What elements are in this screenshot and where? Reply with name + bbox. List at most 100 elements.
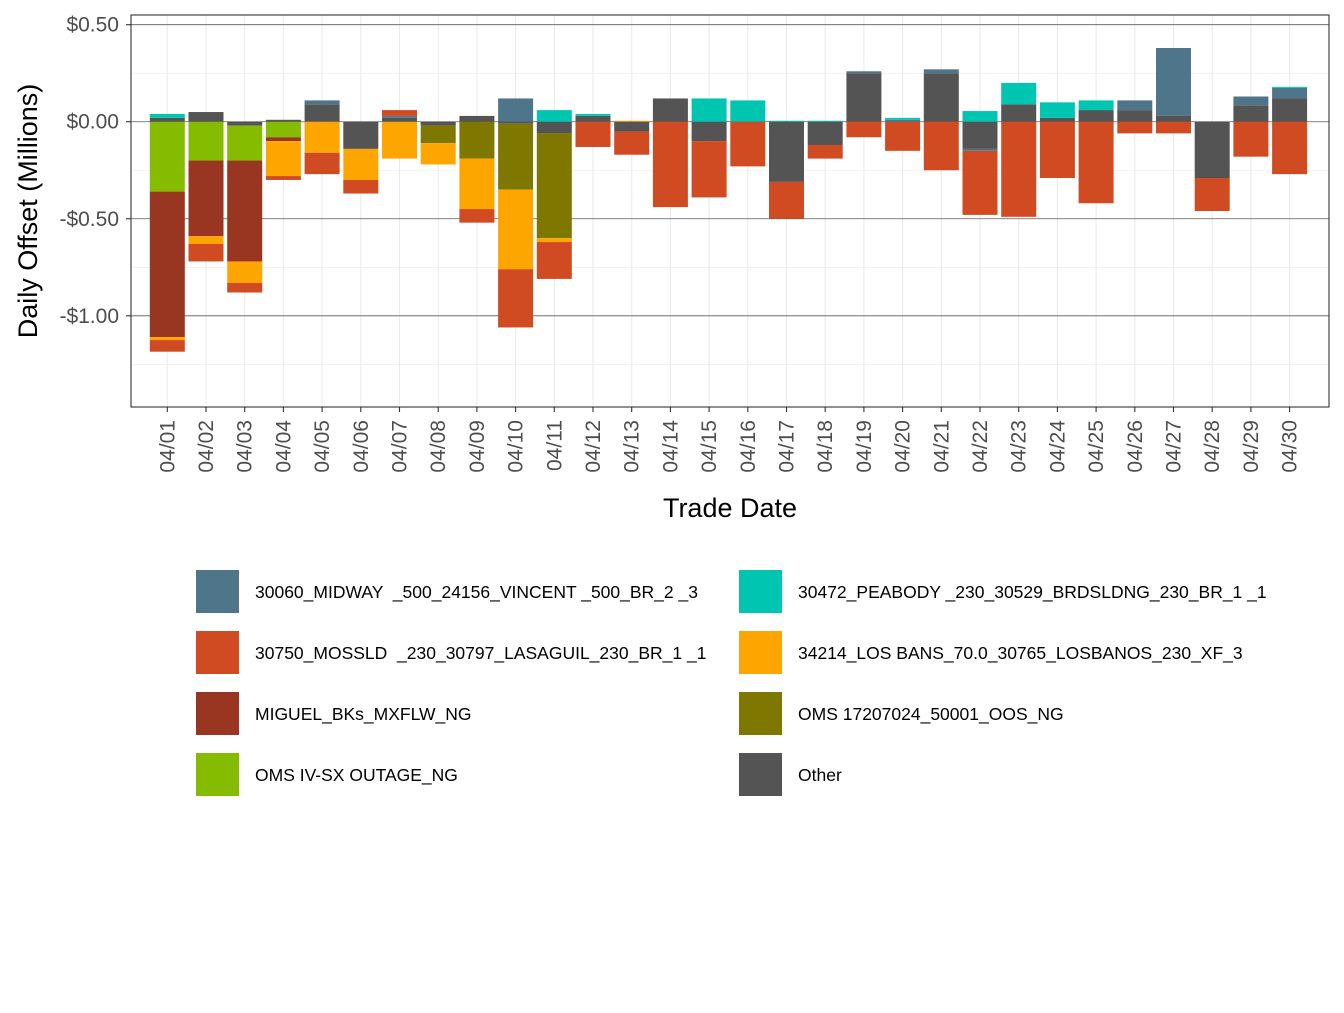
bar-segment-04-25-other[interactable]	[1078, 110, 1114, 122]
bar-segment-04-05-30750-mossld-230-30797-lasaguil-230-br-1-1[interactable]	[304, 152, 340, 175]
bar-segment-04-22-30060-midway-500-24156-vincent-500-br-2-3[interactable]	[962, 148, 998, 151]
bar-segment-04-18-other[interactable]	[807, 121, 843, 146]
bar-segment-04-08-other[interactable]	[420, 121, 456, 126]
bar-segment-04-30-30750-mossld-230-30797-lasaguil-230-br-1-1[interactable]	[1272, 121, 1308, 175]
legend-swatch-30750-mossld-230-30797-lasaguil-230-br-1-1[interactable]	[196, 631, 239, 674]
bar-segment-04-02-34214-los-bans-70-0-30765-losbanos-230-xf-3[interactable]	[188, 236, 224, 244]
bar-segment-04-06-other[interactable]	[343, 121, 379, 149]
bar-segment-04-21-other[interactable]	[923, 73, 959, 122]
bar-segment-04-22-30472-peabody-230-30529-brdsldng-230-br-1-1[interactable]	[962, 111, 998, 122]
bar-segment-04-19-other[interactable]	[846, 73, 882, 122]
legend-swatch-miguel-bks-mxflw-ng[interactable]	[196, 692, 239, 735]
legend-swatch-30060-midway-500-24156-vincent-500-br-2-3[interactable]	[196, 570, 239, 613]
bar-segment-04-24-30472-peabody-230-30529-brdsldng-230-br-1-1[interactable]	[1039, 102, 1075, 118]
bar-segment-04-13-34214-los-bans-70-0-30765-losbanos-230-xf-3[interactable]	[614, 120, 650, 122]
bar-segment-04-09-other[interactable]	[459, 115, 495, 122]
bar-segment-04-30-other[interactable]	[1272, 98, 1308, 122]
legend-swatch-other[interactable]	[739, 753, 782, 796]
legend-swatch-30472-peabody-230-30529-brdsldng-230-br-1-1[interactable]	[739, 570, 782, 613]
bar-segment-04-06-34214-los-bans-70-0-30765-losbanos-230-xf-3[interactable]	[343, 148, 379, 180]
bar-segment-04-09-34214-los-bans-70-0-30765-losbanos-230-xf-3[interactable]	[459, 158, 495, 210]
bar-segment-04-11-oms-17207024-50001-oos-ng[interactable]	[536, 133, 572, 239]
bar-segment-04-05-34214-los-bans-70-0-30765-losbanos-230-xf-3[interactable]	[304, 121, 340, 153]
bar-segment-04-23-other[interactable]	[1001, 104, 1037, 122]
bar-segment-04-25-30472-peabody-230-30529-brdsldng-230-br-1-1[interactable]	[1078, 100, 1114, 111]
legend-swatch-oms-17207024-50001-oos-ng[interactable]	[739, 692, 782, 735]
bar-segment-04-29-30060-midway-500-24156-vincent-500-br-2-3[interactable]	[1233, 96, 1269, 106]
bar-segment-04-10-30060-midway-500-24156-vincent-500-br-2-3[interactable]	[498, 98, 534, 122]
bar-segment-04-03-other[interactable]	[227, 121, 263, 126]
bar-segment-04-04-miguel-bks-mxflw-ng[interactable]	[265, 137, 301, 142]
legend-swatch-oms-iv-sx-outage-ng[interactable]	[196, 753, 239, 796]
bar-segment-04-04-oms-iv-sx-outage-ng[interactable]	[265, 121, 301, 138]
bar-segment-04-25-30750-mossld-230-30797-lasaguil-230-br-1-1[interactable]	[1078, 121, 1114, 204]
bar-segment-04-04-other[interactable]	[265, 119, 301, 122]
bar-segment-04-26-30750-mossld-230-30797-lasaguil-230-br-1-1[interactable]	[1117, 121, 1153, 134]
bar-segment-04-14-other[interactable]	[652, 98, 688, 122]
bar-segment-04-10-34214-los-bans-70-0-30765-losbanos-230-xf-3[interactable]	[498, 189, 534, 270]
bar-segment-04-17-30750-mossld-230-30797-lasaguil-230-br-1-1[interactable]	[769, 181, 804, 219]
bar-segment-04-02-oms-iv-sx-outage-ng[interactable]	[188, 121, 224, 161]
bar-segment-04-07-30060-midway-500-24156-vincent-500-br-2-3[interactable]	[382, 115, 417, 118]
bar-segment-04-03-30750-mossld-230-30797-lasaguil-230-br-1-1[interactable]	[227, 282, 263, 293]
bar-segment-04-12-30472-peabody-230-30529-brdsldng-230-br-1-1[interactable]	[575, 113, 611, 116]
bar-segment-04-28-30750-mossld-230-30797-lasaguil-230-br-1-1[interactable]	[1194, 178, 1230, 211]
bar-segment-04-27-30060-midway-500-24156-vincent-500-br-2-3[interactable]	[1156, 47, 1191, 116]
bar-segment-04-22-other[interactable]	[962, 121, 998, 149]
bar-segment-04-21-30060-midway-500-24156-vincent-500-br-2-3[interactable]	[923, 69, 959, 74]
bar-segment-04-13-other[interactable]	[614, 121, 650, 132]
bar-segment-04-23-30472-peabody-230-30529-brdsldng-230-br-1-1[interactable]	[1001, 82, 1037, 105]
bar-segment-04-10-oms-17207024-50001-oos-ng[interactable]	[498, 123, 534, 190]
bar-segment-04-12-30750-mossld-230-30797-lasaguil-230-br-1-1[interactable]	[575, 121, 611, 147]
bar-segment-04-07-other[interactable]	[382, 117, 417, 122]
bar-segment-04-04-30750-mossld-230-30797-lasaguil-230-br-1-1[interactable]	[265, 176, 301, 180]
bar-segment-04-04-34214-los-bans-70-0-30765-losbanos-230-xf-3[interactable]	[265, 141, 301, 177]
bar-segment-04-01-34214-los-bans-70-0-30765-losbanos-230-xf-3[interactable]	[149, 337, 185, 341]
bar-segment-04-30-30060-midway-500-24156-vincent-500-br-2-3[interactable]	[1272, 87, 1308, 99]
bar-segment-04-28-other[interactable]	[1194, 121, 1230, 179]
bar-segment-04-15-30750-mossld-230-30797-lasaguil-230-br-1-1[interactable]	[691, 141, 727, 198]
bar-segment-04-14-30750-mossld-230-30797-lasaguil-230-br-1-1[interactable]	[652, 121, 688, 208]
bar-segment-04-19-30060-midway-500-24156-vincent-500-br-2-3[interactable]	[846, 71, 882, 74]
bar-segment-04-08-34214-los-bans-70-0-30765-losbanos-230-xf-3[interactable]	[420, 143, 456, 165]
bar-segment-04-24-30750-mossld-230-30797-lasaguil-230-br-1-1[interactable]	[1039, 121, 1075, 179]
bar-segment-04-20-30060-midway-500-24156-vincent-500-br-2-3[interactable]	[885, 119, 921, 122]
bar-segment-04-26-other[interactable]	[1117, 110, 1153, 122]
bar-segment-04-27-other[interactable]	[1156, 115, 1191, 122]
bar-segment-04-01-30750-mossld-230-30797-lasaguil-230-br-1-1[interactable]	[149, 340, 185, 352]
bar-segment-04-08-oms-17207024-50001-oos-ng[interactable]	[420, 125, 456, 144]
bar-segment-04-19-30750-mossld-230-30797-lasaguil-230-br-1-1[interactable]	[846, 121, 882, 138]
bar-segment-04-09-oms-17207024-50001-oos-ng[interactable]	[459, 121, 495, 159]
bar-segment-04-07-34214-los-bans-70-0-30765-losbanos-230-xf-3[interactable]	[382, 121, 417, 159]
bar-segment-04-11-34214-los-bans-70-0-30765-losbanos-230-xf-3[interactable]	[536, 238, 572, 243]
bar-segment-04-02-30750-mossld-230-30797-lasaguil-230-br-1-1[interactable]	[188, 243, 224, 262]
bar-segment-04-01-miguel-bks-mxflw-ng[interactable]	[149, 191, 185, 338]
bar-segment-04-30-30472-peabody-230-30529-brdsldng-230-br-1-1[interactable]	[1272, 86, 1308, 88]
bar-segment-04-18-30750-mossld-230-30797-lasaguil-230-br-1-1[interactable]	[807, 145, 843, 159]
bar-segment-04-02-other[interactable]	[188, 112, 224, 122]
bar-segment-04-21-30750-mossld-230-30797-lasaguil-230-br-1-1[interactable]	[923, 121, 959, 171]
bar-segment-04-03-oms-iv-sx-outage-ng[interactable]	[227, 125, 263, 161]
bar-segment-04-02-miguel-bks-mxflw-ng[interactable]	[188, 160, 224, 237]
bar-segment-04-23-30750-mossld-230-30797-lasaguil-230-br-1-1[interactable]	[1001, 121, 1037, 217]
bar-segment-04-18-30472-peabody-230-30529-brdsldng-230-br-1-1[interactable]	[807, 120, 843, 122]
bar-segment-04-24-other[interactable]	[1039, 117, 1075, 122]
bar-segment-04-07-30750-mossld-230-30797-lasaguil-230-br-1-1[interactable]	[382, 110, 417, 116]
bar-segment-04-27-30750-mossld-230-30797-lasaguil-230-br-1-1[interactable]	[1156, 121, 1191, 134]
bar-segment-04-03-miguel-bks-mxflw-ng[interactable]	[227, 160, 263, 262]
bar-segment-04-15-30472-peabody-230-30529-brdsldng-230-br-1-1[interactable]	[691, 98, 727, 122]
bar-segment-04-26-30060-midway-500-24156-vincent-500-br-2-3[interactable]	[1117, 100, 1153, 111]
bar-segment-04-10-other[interactable]	[498, 121, 534, 124]
bar-segment-04-01-other[interactable]	[149, 117, 185, 122]
bar-segment-04-11-30750-mossld-230-30797-lasaguil-230-br-1-1[interactable]	[536, 242, 572, 279]
bar-segment-04-11-other[interactable]	[536, 121, 572, 134]
bar-segment-04-05-30060-midway-500-24156-vincent-500-br-2-3[interactable]	[304, 100, 340, 105]
legend-swatch-34214-los-bans-70-0-30765-losbanos-230-xf-3[interactable]	[739, 631, 782, 674]
bar-segment-04-16-30750-mossld-230-30797-lasaguil-230-br-1-1[interactable]	[730, 121, 766, 167]
bar-segment-04-16-30472-peabody-230-30529-brdsldng-230-br-1-1[interactable]	[730, 100, 766, 122]
bar-segment-04-11-30472-peabody-230-30529-brdsldng-230-br-1-1[interactable]	[536, 110, 572, 122]
bar-segment-04-01-30472-peabody-230-30529-brdsldng-230-br-1-1[interactable]	[149, 113, 185, 118]
bar-segment-04-17-other[interactable]	[769, 121, 804, 182]
bar-segment-04-05-other[interactable]	[304, 104, 340, 122]
bar-segment-04-20-30472-peabody-230-30529-brdsldng-230-br-1-1[interactable]	[885, 117, 921, 120]
